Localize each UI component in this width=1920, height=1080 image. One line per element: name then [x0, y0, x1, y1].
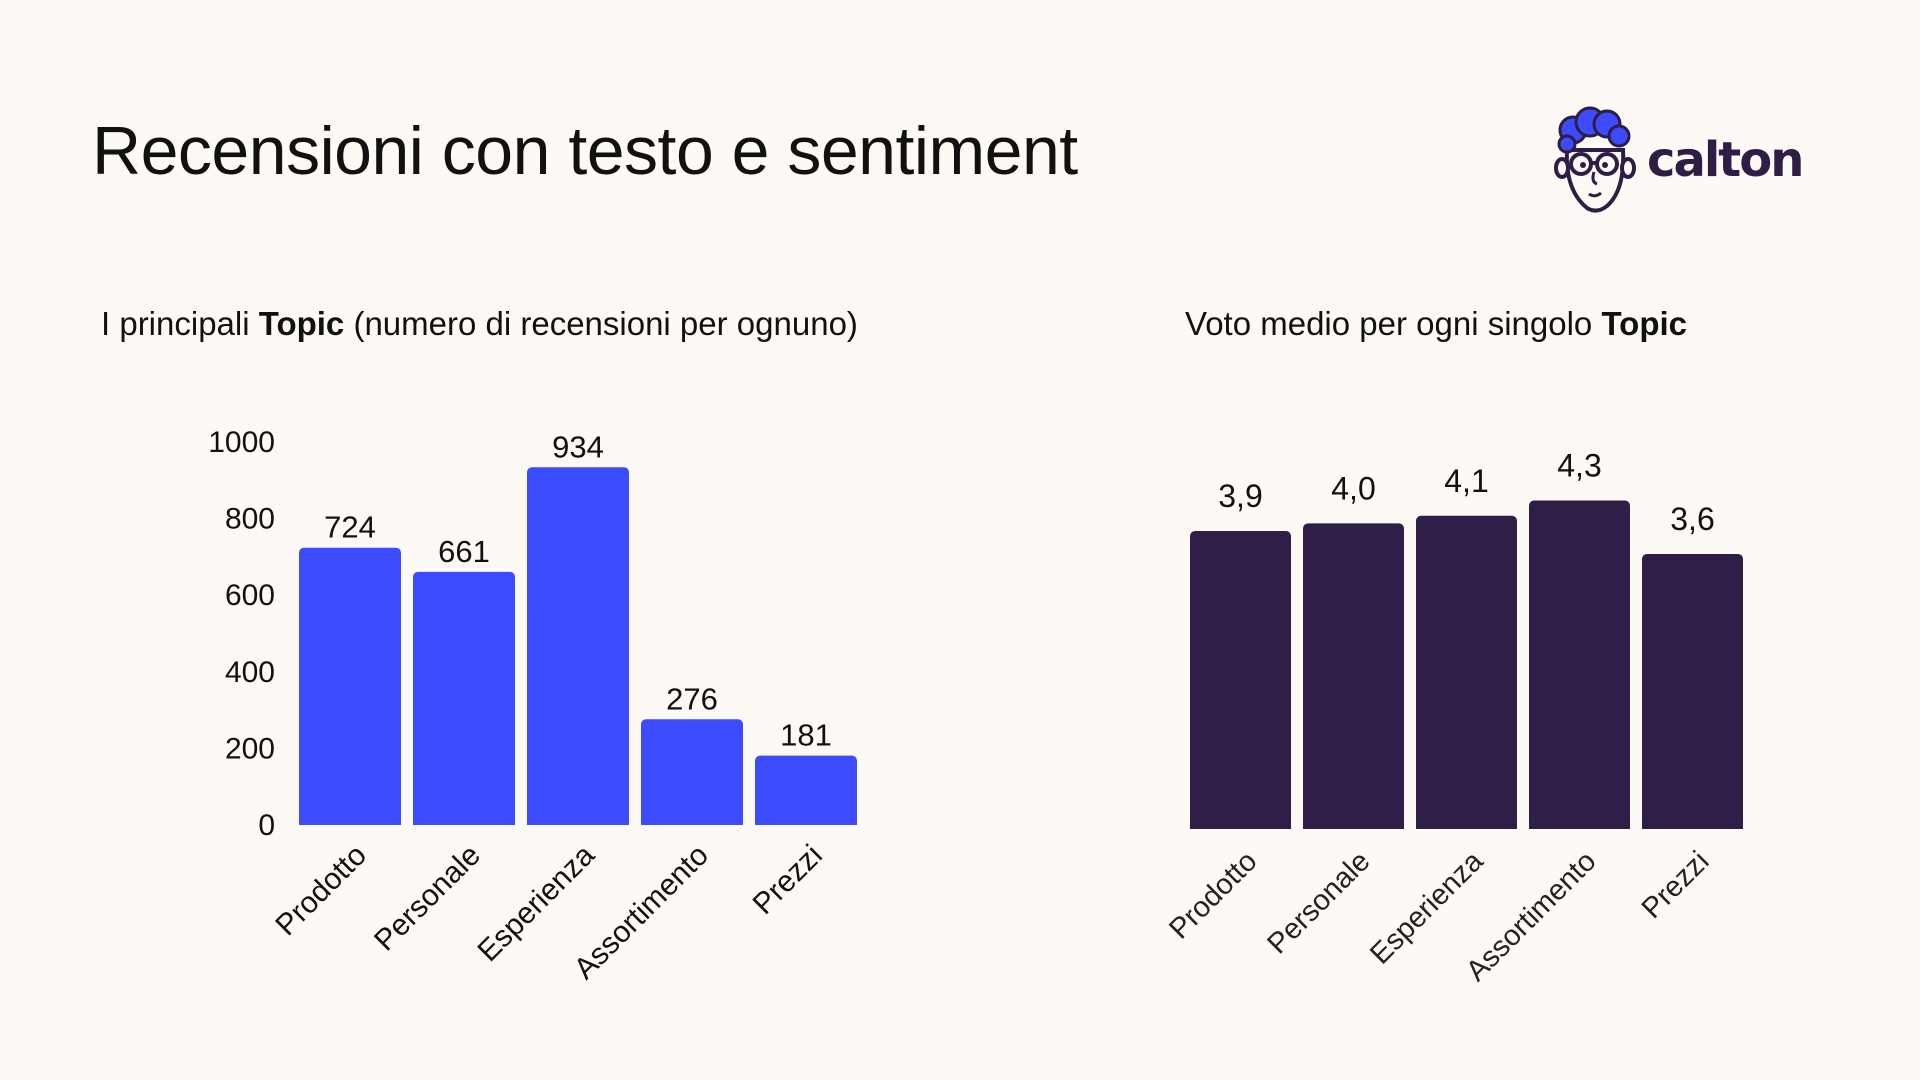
count-bar-prezzi — [755, 755, 857, 825]
count-value-label-esperienza: 934 — [552, 429, 604, 464]
count-bar-personale — [413, 571, 515, 825]
rating-value-label-assortimento: 4,3 — [1557, 447, 1601, 483]
rating-category-label-personale: Personale — [1261, 845, 1376, 960]
right-chart-subtitle: Voto medio per ogni singolo Topic — [1185, 305, 1687, 343]
y-tick-label-200: 200 — [225, 732, 275, 765]
rating-bar-personale — [1303, 523, 1404, 829]
rating-bar-base-prodotto — [1190, 821, 1291, 829]
y-tick-label-0: 0 — [258, 809, 275, 842]
rating-category-label-prezzi: Prezzi — [1636, 845, 1716, 925]
left-subtitle-post: (numero di recensioni per ognuno) — [344, 305, 858, 342]
count-bar-esperienza — [527, 467, 629, 825]
y-tick-label-400: 400 — [225, 656, 275, 689]
count-bar-base-personale — [413, 817, 515, 825]
rating-bar-base-assortimento — [1529, 821, 1630, 829]
mascot-face-icon — [1554, 106, 1636, 213]
y-tick-label-800: 800 — [225, 503, 275, 536]
rating-bar-base-personale — [1303, 821, 1404, 829]
logo-wordmark: calton — [1647, 132, 1804, 188]
rating-value-label-prezzi: 3,6 — [1670, 501, 1714, 537]
count-bar-base-prodotto — [299, 817, 401, 825]
count-value-label-personale: 661 — [438, 534, 490, 569]
rating-bar-assortimento — [1529, 500, 1630, 829]
rating-bar-prezzi — [1642, 553, 1743, 829]
count-bar-assortimento — [641, 719, 743, 825]
rating-bar-base-esperienza — [1416, 821, 1517, 829]
y-tick-label-1000: 1000 — [208, 426, 275, 459]
count-bar-base-prezzi — [755, 817, 857, 825]
rating-bar-base-prezzi — [1642, 821, 1743, 829]
rating-value-label-esperienza: 4,1 — [1444, 463, 1488, 499]
count-value-label-assortimento: 276 — [666, 681, 718, 716]
count-bar-base-assortimento — [641, 817, 743, 825]
calton-logo: calton — [1545, 100, 1825, 220]
page-title: Recensioni con testo e sentiment — [92, 113, 1078, 189]
rating-bar-prodotto — [1190, 531, 1291, 829]
left-chart-subtitle: I principali Topic (numero di recensioni… — [101, 305, 858, 343]
rating-value-label-prodotto: 3,9 — [1218, 478, 1262, 514]
count-bar-prodotto — [299, 547, 401, 825]
rating-value-label-personale: 4,0 — [1331, 470, 1375, 506]
y-tick-label-600: 600 — [225, 579, 275, 612]
count-bar-base-esperienza — [527, 817, 629, 825]
rating-bar-esperienza — [1416, 515, 1517, 829]
right-subtitle-bold: Topic — [1601, 305, 1687, 342]
rating-category-label-prodotto: Prodotto — [1163, 845, 1263, 945]
right-subtitle-pre: Voto medio per ogni singolo — [1185, 305, 1602, 342]
count-value-label-prezzi: 181 — [780, 718, 832, 753]
left-subtitle-pre: I principali — [101, 305, 259, 342]
rating-category-label-esperienza: Esperienza — [1364, 845, 1490, 971]
count-value-label-prodotto: 724 — [324, 510, 376, 545]
left-subtitle-bold: Topic — [258, 305, 345, 342]
